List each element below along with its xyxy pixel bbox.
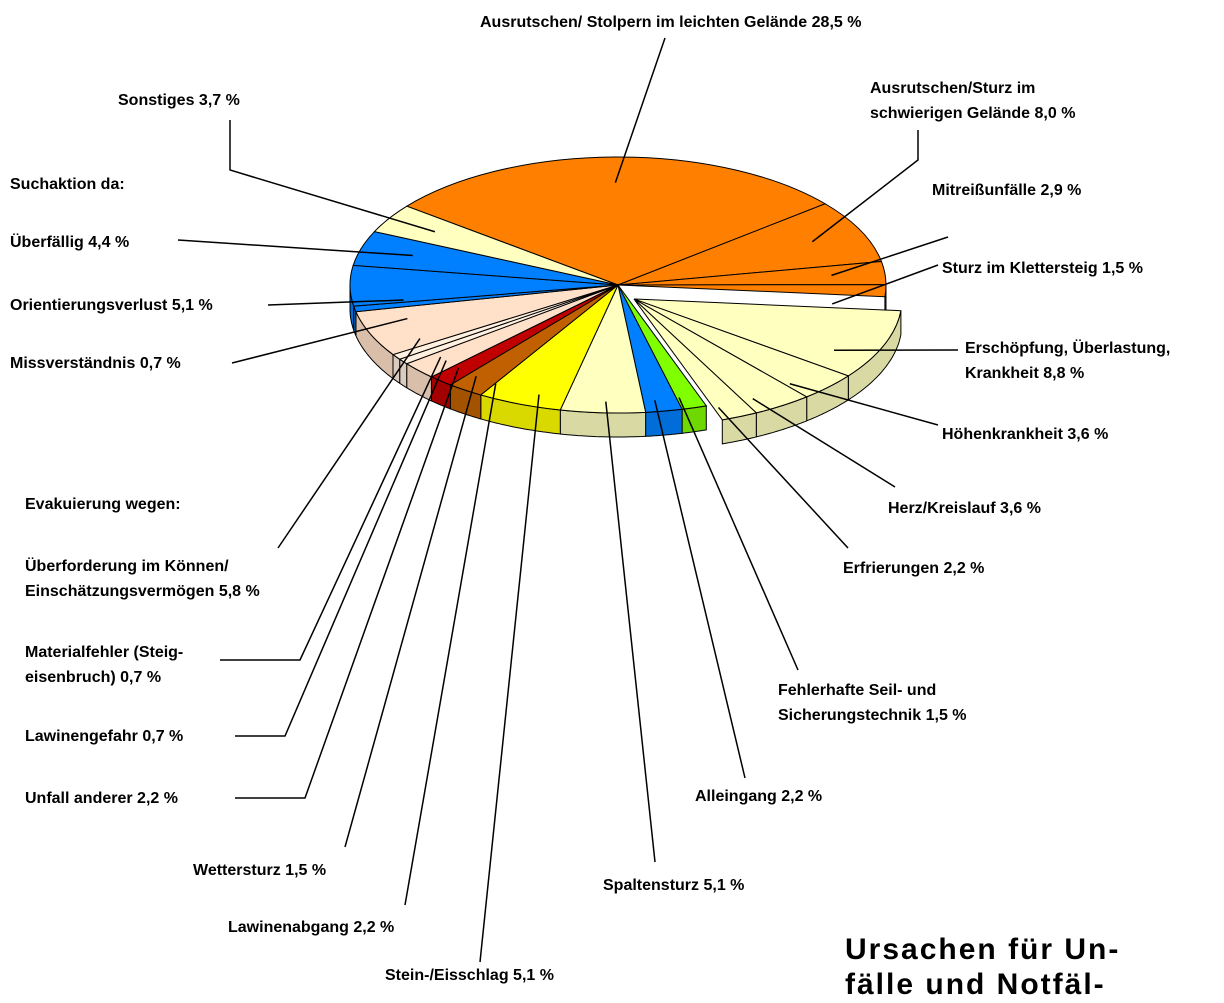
label-value: 5,1 %: [172, 297, 213, 314]
leader-line: [480, 395, 539, 962]
group-heading: Suchaktion da:: [10, 172, 125, 197]
label-value: 2,9 %: [1040, 182, 1081, 199]
slice-label: Überforderung im Können/ Einschätzungsve…: [25, 554, 260, 604]
leader-line: [235, 361, 446, 736]
slice-label: Überfällig 4,4 %: [10, 230, 129, 255]
label-name: Erfrierungen: [843, 560, 939, 577]
label-value: 2,2 %: [943, 560, 984, 577]
label-value: 0,7 %: [120, 669, 161, 686]
slice-label: Sturz im Klettersteig 1,5 %: [942, 256, 1143, 281]
slice-label: Sonstiges 3,7 %: [118, 88, 240, 113]
label-name: Stein-/Eisschlag: [385, 967, 509, 984]
label-value: 5,8 %: [219, 583, 260, 600]
label-value: 8,0 %: [1035, 105, 1076, 122]
slice-label: Wettersturz 1,5 %: [193, 858, 326, 883]
slice-side: [646, 409, 683, 436]
label-value: 1,5 %: [1102, 260, 1143, 277]
slice-label: Fehlerhafte Seil- und Sicherungstechnik …: [778, 678, 967, 728]
label-name: Orientierungsverlust: [10, 297, 167, 314]
label-name: Sturz im Klettersteig: [942, 260, 1098, 277]
leader-line: [405, 384, 496, 905]
label-value: 2,2 %: [137, 790, 178, 807]
slice-label: Stein-/Eisschlag 5,1 %: [385, 963, 554, 988]
label-value: 2,2 %: [353, 919, 394, 936]
slice-label: Höhenkrankheit 3,6 %: [942, 422, 1108, 447]
label-value: 3,6 %: [1067, 426, 1108, 443]
slice-label: Lawinenabgang 2,2 %: [228, 915, 394, 940]
slice-label: Missverständnis 0,7 %: [10, 351, 181, 376]
slice-label: Materialfehler (Steig- eisenbruch) 0,7 %: [25, 640, 183, 690]
slice-side: [560, 410, 645, 437]
label-value: 4,4 %: [88, 234, 129, 251]
label-name: Herz/Kreislauf: [888, 500, 996, 517]
label-value: 1,5 %: [926, 707, 967, 724]
label-name: Höhenkrankheit: [942, 426, 1063, 443]
label-name: Wettersturz: [193, 862, 281, 879]
slice-label: Unfall anderer 2,2 %: [25, 786, 178, 811]
label-name: Ausrutschen/ Stolpern im leichten Geländ…: [480, 14, 807, 31]
slice: [618, 285, 886, 297]
label-value: 0,7 %: [142, 728, 183, 745]
slice-label: Herz/Kreislauf 3,6 %: [888, 496, 1041, 521]
chart-title: Ursachen für Un-: [845, 932, 1120, 968]
label-name: Mitreißunfälle: [932, 182, 1036, 199]
label-name: Fehlerhafte Seil- und Sicherungstechnik: [778, 682, 936, 724]
slice-label: Orientierungsverlust 5,1 %: [10, 293, 213, 318]
slice-label: Ausrutschen/ Stolpern im leichten Geländ…: [480, 10, 861, 35]
label-value: 3,7 %: [199, 92, 240, 109]
label-value: 5,1 %: [513, 967, 554, 984]
label-name: Unfall anderer: [25, 790, 133, 807]
slice-label: Mitreißunfälle 2,9 %: [932, 178, 1081, 203]
label-name: Überforderung im Können/ Einschätzungsve…: [25, 558, 229, 600]
label-name: Alleingang: [695, 788, 777, 805]
label-name: Lawinenabgang: [228, 919, 349, 936]
label-value: 1,5 %: [285, 862, 326, 879]
label-value: 3,6 %: [1000, 500, 1041, 517]
label-value: 28,5 %: [812, 14, 862, 31]
slice-label: Erschöpfung, Überlastung, Krankheit 8,8 …: [965, 336, 1170, 386]
leader-line: [235, 368, 458, 798]
leader-line: [655, 400, 745, 778]
label-value: 5,1 %: [703, 877, 744, 894]
group-heading: Evakuierung wegen:: [25, 492, 181, 517]
label-name: Ausrutschen/Sturz im schwierigen Gelände: [870, 80, 1035, 122]
chart-title: fälle und Notfäl-: [845, 967, 1106, 1003]
leader-line: [606, 402, 655, 862]
slice-label: Erfrierungen 2,2 %: [843, 556, 984, 581]
label-name: Missverständnis: [10, 355, 135, 372]
leader-line: [278, 339, 420, 548]
label-name: Spaltensturz: [603, 877, 699, 894]
label-name: Lawinengefahr: [25, 728, 138, 745]
label-value: 0,7 %: [140, 355, 181, 372]
label-name: Überfällig: [10, 234, 84, 251]
label-value: 2,2 %: [781, 788, 822, 805]
slice-side: [682, 406, 706, 433]
slice-label: Alleingang 2,2 %: [695, 784, 822, 809]
label-value: 8,8 %: [1043, 365, 1084, 382]
label-name: Sonstiges: [118, 92, 194, 109]
slice-label: Spaltensturz 5,1 %: [603, 873, 744, 898]
slice-label: Ausrutschen/Sturz im schwierigen Gelände…: [870, 76, 1075, 126]
slice-label: Lawinengefahr 0,7 %: [25, 724, 183, 749]
